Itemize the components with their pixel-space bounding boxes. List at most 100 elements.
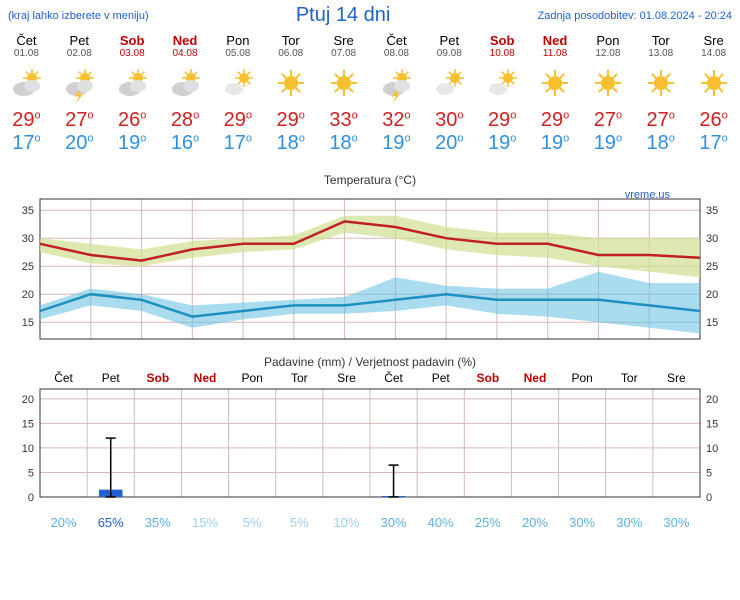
day-date: 06.08 — [264, 48, 317, 59]
temp-high-row: 29o27o26o28o29o29o33o32o30o29o29o27o27o2… — [0, 109, 740, 132]
day-header: Ned 11.08 — [529, 33, 582, 59]
temp-high: 29o — [264, 109, 317, 132]
temp-low: 17o — [0, 132, 53, 155]
watermark: vreme.us — [625, 189, 670, 201]
day-header: Sob 10.08 — [476, 33, 529, 59]
temp-high: 27o — [53, 109, 106, 132]
day-name: Ned — [159, 33, 212, 48]
day-date: 04.08 — [159, 48, 212, 59]
day-name: Čet — [0, 33, 53, 48]
precip-day-label: Sob — [464, 371, 511, 385]
precip-day-label: Pet — [417, 371, 464, 385]
day-name: Ned — [529, 33, 582, 48]
day-date: 09.08 — [423, 48, 476, 59]
precip-day-label: Ned — [511, 371, 558, 385]
day-name: Pet — [53, 33, 106, 48]
precip-day-label: Tor — [276, 371, 323, 385]
day-date: 01.08 — [0, 48, 53, 59]
precip-day-label: Tor — [606, 371, 653, 385]
precip-probability: 40% — [417, 515, 464, 530]
svg-text:0: 0 — [28, 492, 34, 504]
day-name: Pon — [581, 33, 634, 48]
precip-probability: 20% — [511, 515, 558, 530]
day-name: Tor — [634, 33, 687, 48]
svg-text:10: 10 — [22, 443, 34, 455]
temp-low: 20o — [423, 132, 476, 155]
precip-day-label: Čet — [370, 371, 417, 385]
day-header: Tor 13.08 — [634, 33, 687, 59]
precip-probability: 35% — [134, 515, 181, 530]
weather-icon — [370, 67, 423, 103]
day-date: 07.08 — [317, 48, 370, 59]
precip-probability: 30% — [559, 515, 606, 530]
temp-chart-title: Temperatura (°C) — [0, 173, 740, 187]
temperature-chart: Temperatura (°C) vreme.us 15152020252530… — [0, 173, 740, 349]
svg-text:5: 5 — [28, 467, 34, 479]
day-name: Čet — [370, 33, 423, 48]
last-update: Zadnja posodobitev: 01.08.2024 - 20:24 — [538, 10, 732, 22]
temp-low: 18o — [634, 132, 687, 155]
day-date: 02.08 — [53, 48, 106, 59]
precip-probability: 10% — [323, 515, 370, 530]
weather-icon — [159, 67, 212, 103]
day-header: Pon 12.08 — [581, 33, 634, 59]
temp-high: 26o — [106, 109, 159, 132]
svg-text:15: 15 — [22, 418, 34, 430]
weather-icon — [211, 67, 264, 103]
precip-probability: 30% — [370, 515, 417, 530]
weather-icon — [687, 67, 740, 103]
precip-day-label: Sob — [134, 371, 181, 385]
temp-high: 27o — [581, 109, 634, 132]
day-header: Sre 07.08 — [317, 33, 370, 59]
weather-icon — [53, 67, 106, 103]
svg-text:30: 30 — [706, 233, 718, 245]
temp-high: 29o — [529, 109, 582, 132]
day-header: Čet 01.08 — [0, 33, 53, 59]
temp-high: 32o — [370, 109, 423, 132]
menu-hint[interactable]: (kraj lahko izberete v meniju) — [8, 10, 149, 22]
temp-low: 19o — [529, 132, 582, 155]
temp-low: 19o — [476, 132, 529, 155]
precipitation-chart: Padavine (mm) / Verjetnost padavin (%) Č… — [0, 355, 740, 534]
day-date: 08.08 — [370, 48, 423, 59]
svg-text:20: 20 — [706, 289, 718, 301]
weather-icon — [423, 67, 476, 103]
precip-probability: 65% — [87, 515, 134, 530]
precip-day-label: Sre — [653, 371, 700, 385]
day-name: Tor — [264, 33, 317, 48]
temp-high: 29o — [211, 109, 264, 132]
temp-low: 18o — [264, 132, 317, 155]
day-name: Sre — [687, 33, 740, 48]
temp-high: 30o — [423, 109, 476, 132]
precip-day-label: Sre — [323, 371, 370, 385]
day-date: 11.08 — [529, 48, 582, 59]
day-date: 05.08 — [211, 48, 264, 59]
precip-chart-title: Padavine (mm) / Verjetnost padavin (%) — [0, 355, 740, 369]
day-date: 14.08 — [687, 48, 740, 59]
day-name: Sre — [317, 33, 370, 48]
temp-high: 26o — [687, 109, 740, 132]
svg-text:15: 15 — [706, 317, 718, 329]
day-date: 12.08 — [581, 48, 634, 59]
weather-icon — [106, 67, 159, 103]
day-date: 10.08 — [476, 48, 529, 59]
temp-low-row: 17o20o19o16o17o18o18o19o20o19o19o19o18o1… — [0, 132, 740, 155]
svg-text:20: 20 — [22, 289, 34, 301]
weather-icon — [529, 67, 582, 103]
day-date: 03.08 — [106, 48, 159, 59]
day-header: Sre 14.08 — [687, 33, 740, 59]
precip-day-label: Pon — [559, 371, 606, 385]
weather-icon-row — [0, 61, 740, 109]
svg-text:25: 25 — [706, 261, 718, 273]
page-title: Ptuj 14 dni — [296, 4, 391, 27]
precip-day-label: Pet — [87, 371, 134, 385]
weather-icon — [264, 67, 317, 103]
weather-icon — [634, 67, 687, 103]
day-name: Sob — [106, 33, 159, 48]
weather-icon — [0, 67, 53, 103]
temp-high: 27o — [634, 109, 687, 132]
day-name: Pon — [211, 33, 264, 48]
temp-low: 17o — [687, 132, 740, 155]
precip-probability: 30% — [606, 515, 653, 530]
precip-probability: 30% — [653, 515, 700, 530]
